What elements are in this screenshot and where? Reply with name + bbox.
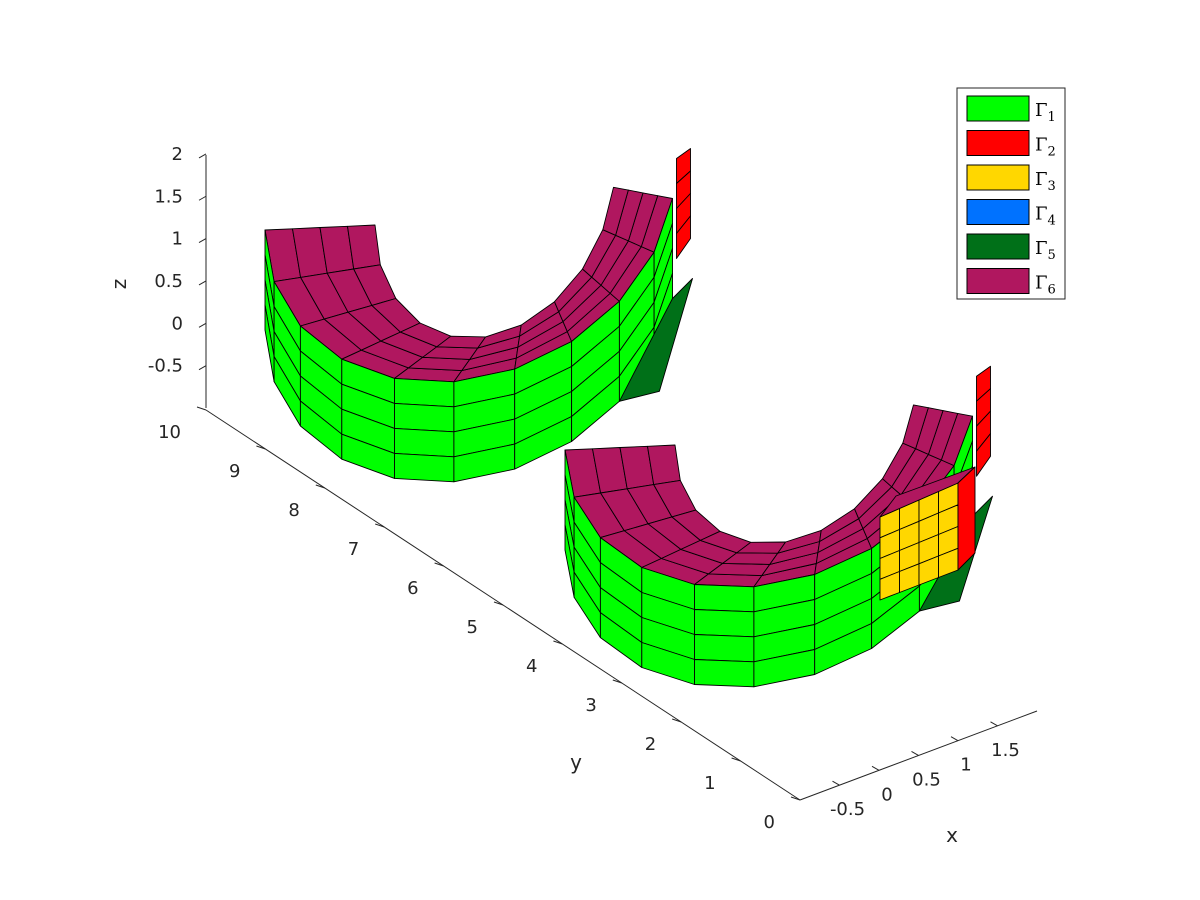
x-tick-label: 1.5 [991,740,1020,761]
x-tick-label: 0.5 [912,769,941,790]
legend-swatch [966,130,1030,156]
z-tick-mark [198,238,207,244]
legend-box [956,87,1066,300]
y-tick-mark [256,445,266,450]
outer-face-patch [694,634,755,663]
legend-swatch [966,164,1030,191]
z-tick-label: 1.5 [154,186,183,207]
end-cap-patch [957,466,976,571]
y-tick-label: 4 [526,656,537,677]
y-tick-label: 9 [229,461,240,482]
legend-swatch [966,233,1030,260]
y-tick-mark [315,484,325,489]
outer-face-patch [394,377,455,408]
legend-swatch [966,199,1030,225]
legend-items: Γ1 Γ2 Γ3 Γ4 Γ5 Γ6 [966,95,1056,298]
z-tick-label: 2 [172,144,183,165]
x-tick-mark [911,751,919,756]
y-tick-label: 7 [348,539,359,560]
legend: Γ1 Γ2 Γ3 Γ4 Γ5 Γ6 [956,87,1066,300]
legend-label: Γ1 [1035,100,1056,125]
x-axis-line [799,710,1038,801]
y-tick-label: 1 [704,773,715,794]
z-axis-label: z [107,279,131,290]
end-cap-patch [976,433,991,477]
z-tick-mark [198,153,207,159]
top-face-patch [602,186,629,236]
legend-label: Γ5 [1035,238,1056,263]
y-tick-mark [790,796,801,801]
outer-face-patch [694,659,755,688]
legend-label: Γ6 [1035,273,1056,298]
outer-face-patch [694,609,755,638]
z-tick-mark [198,195,207,201]
surfaces [264,148,993,688]
y-axis-label: y [570,750,582,774]
x-tick-mark [832,780,840,786]
z-tick-label: 0.5 [154,271,183,292]
legend-label: Γ2 [1035,135,1056,160]
y-tick-label: 3 [585,695,596,716]
y-tick-label: 8 [288,500,299,521]
y-tick-mark [553,640,563,645]
y-tick-mark [612,679,622,684]
legend-label: Γ4 [1035,204,1056,229]
y-tick-label: 2 [645,734,656,755]
legend-swatch [966,95,1030,122]
y-tick-label: 0 [764,812,775,833]
y-tick-label: 10 [158,422,181,443]
z-tick-mark [198,365,207,371]
x-tick-label: 0 [881,784,892,805]
legend-swatch [966,268,1030,294]
z-ticks: -0.5 0 0.5 1 1.5 2 [148,144,207,377]
x-tick-mark [990,721,998,727]
y-tick-mark [196,406,207,411]
end-cap-patch [676,215,691,259]
y-tick-mark [493,601,504,606]
z-tick-mark [198,322,207,328]
outer-face-patch [394,402,455,433]
top-face-patch [647,444,681,486]
outer-face-patch [694,584,755,613]
bottom-face-patch [618,278,693,402]
y-tick-mark [672,718,682,723]
y-tick-label: 6 [407,578,418,599]
y-ticks: 0 1 2 3 4 5 6 7 8 9 10 [158,406,801,833]
x-tick-label: -0.5 [830,799,865,820]
y-tick-mark [434,562,444,567]
x-ticks: -0.5 0 0.5 1 1.5 [830,721,1020,820]
top-face-patch [902,404,929,450]
top-face-patch [347,224,381,270]
legend-label: Γ3 [1035,169,1056,194]
x-tick-mark [950,736,959,742]
outer-face-patch [394,427,455,458]
x-tick-label: 1 [960,755,971,776]
y-tick-mark [375,523,385,528]
z-tick-label: -0.5 [148,356,183,377]
y-tick-mark [731,757,741,762]
z-tick-label: 0 [172,313,183,334]
x-axis-label: x [946,823,958,847]
x-tick-mark [871,765,880,771]
y-tick-label: 5 [467,617,478,638]
outer-face-patch [394,452,455,483]
z-tick-label: 1 [172,229,183,250]
z-tick-mark [198,280,207,286]
